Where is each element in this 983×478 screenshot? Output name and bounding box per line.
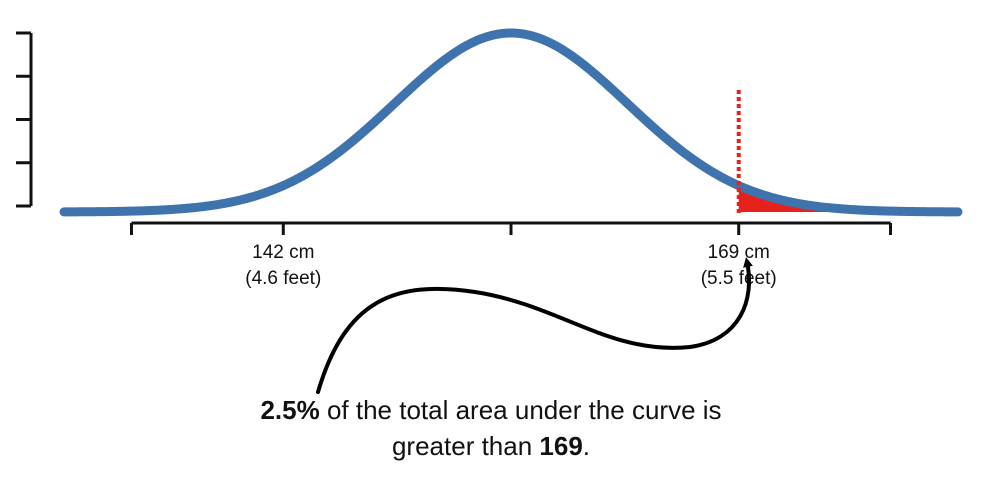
annotation-threshold: 169 xyxy=(539,431,583,461)
x-tick-sublabel: (5.5 feet) xyxy=(701,268,777,289)
annotation-middle: of the total area under the curve is gre… xyxy=(319,395,722,461)
annotation-arrow xyxy=(316,257,753,394)
x-tick-label: 142 cm xyxy=(252,242,314,263)
tick-label-layer: 142 cm (4.6 feet) 169 cm (5.5 feet) xyxy=(245,242,776,289)
curve-layer xyxy=(59,28,963,217)
arrow-layer xyxy=(316,257,753,394)
annotation-end: . xyxy=(582,431,591,461)
x-tick-label: 169 cm xyxy=(708,242,770,263)
normal-curve xyxy=(59,28,963,217)
x-axis xyxy=(129,221,893,235)
annotation-text: 2.5% of the total area under the curve i… xyxy=(241,392,741,464)
x-tick-sublabel: (4.6 feet) xyxy=(245,268,321,289)
annotation-value: 2.5% xyxy=(260,395,320,425)
y-axis xyxy=(16,31,33,208)
